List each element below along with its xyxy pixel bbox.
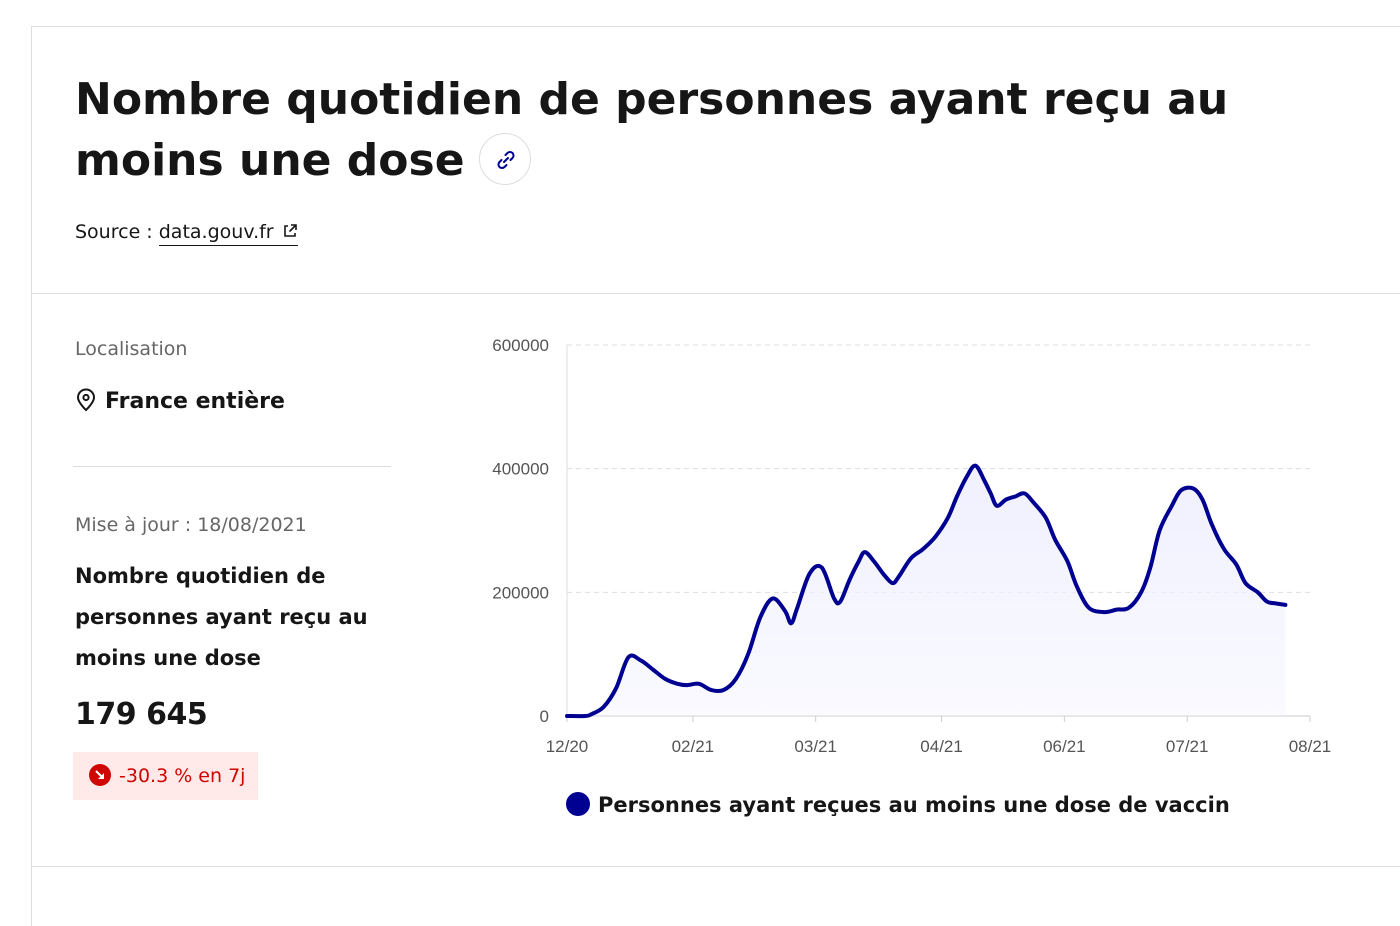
link-icon — [494, 148, 518, 172]
y-tick-label: 600000 — [492, 336, 549, 355]
source-prefix: Source : — [75, 221, 153, 243]
y-tick-label: 0 — [540, 707, 549, 726]
divider — [73, 466, 391, 467]
copy-link-button[interactable] — [479, 133, 531, 185]
legend-label: Personnes ayant reçues au moins une dose… — [598, 793, 1230, 817]
card-bottom-divider — [31, 866, 1400, 867]
source-line: Source : data.gouv.fr — [75, 221, 298, 244]
source-link-text: data.gouv.fr — [159, 221, 274, 243]
localisation-label: Localisation — [75, 338, 187, 360]
localisation-value: France entière — [75, 388, 285, 414]
x-tick-label: 12/20 — [546, 737, 589, 756]
x-tick-label: 04/21 — [920, 737, 963, 756]
source-link[interactable]: data.gouv.fr — [159, 221, 298, 246]
trend-down-icon — [89, 764, 111, 786]
update-date: Mise à jour : 18/08/2021 — [75, 514, 307, 536]
x-tick-label: 07/21 — [1166, 737, 1209, 756]
page-title: Nombre quotidien de personnes ayant reçu… — [75, 69, 1335, 191]
x-tick-label: 03/21 — [794, 737, 837, 756]
trend-badge: -30.3 % en 7j — [73, 752, 258, 800]
indicator-name: Nombre quotidien de personnes ayant reçu… — [75, 556, 375, 679]
card-header: Nombre quotidien de personnes ayant reçu… — [32, 27, 1400, 294]
localisation-text: France entière — [105, 389, 285, 414]
x-tick-label: 02/21 — [672, 737, 715, 756]
y-tick-label: 200000 — [492, 583, 549, 602]
trend-text: -30.3 % en 7j — [119, 765, 245, 787]
y-tick-label: 400000 — [492, 460, 549, 479]
legend-swatch — [566, 792, 590, 816]
location-pin-icon — [75, 388, 97, 412]
external-link-icon — [282, 222, 298, 244]
chart-legend: Personnes ayant reçues au moins une dose… — [566, 792, 1230, 817]
series-area — [567, 466, 1285, 717]
title-text: Nombre quotidien de personnes ayant reçu… — [75, 74, 1228, 186]
x-tick-label: 08/21 — [1289, 737, 1332, 756]
indicator-value: 179 645 — [75, 697, 207, 732]
x-tick-label: 06/21 — [1043, 737, 1086, 756]
line-chart: 0 200000 400000 600000 12/20 02/21 03/21 04/21 0… — [470, 320, 1350, 840]
chart-area: 0 200000 400000 600000 12/20 02/21 03/21 04/21 0… — [470, 320, 1350, 840]
